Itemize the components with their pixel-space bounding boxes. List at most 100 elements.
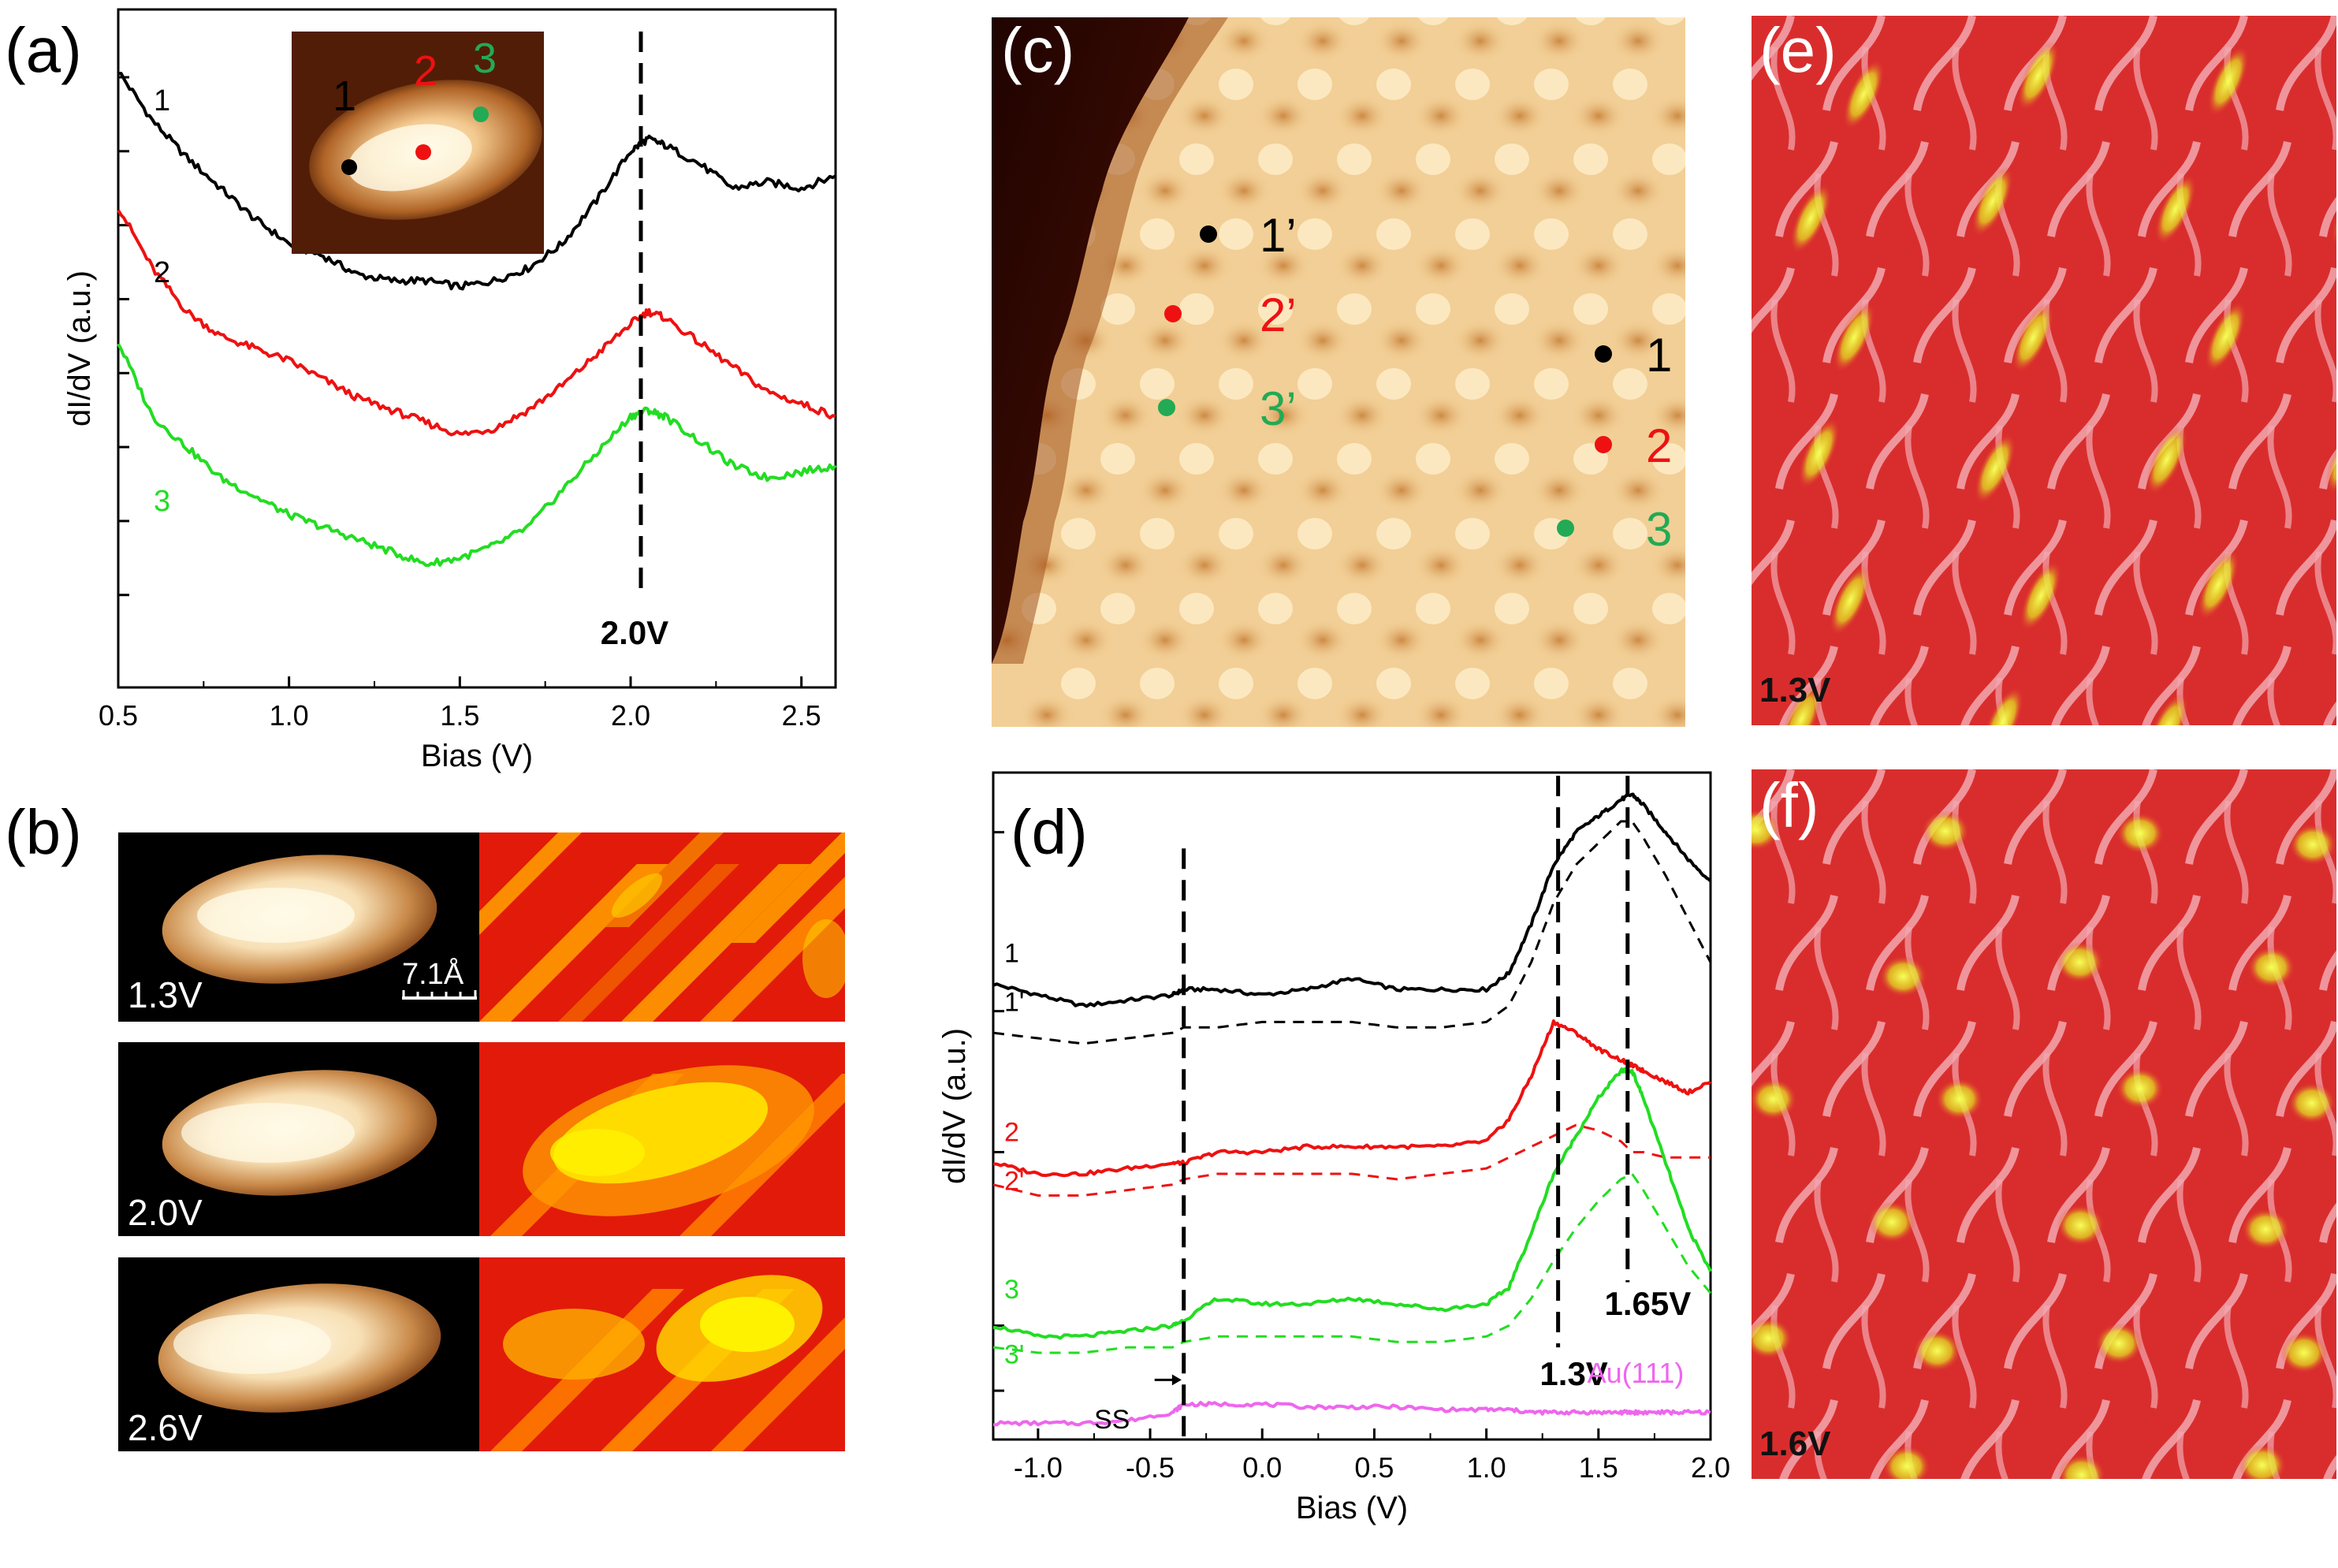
bias-label-row1: 1.3V [128,974,203,1015]
lattice-dimple [1296,20,1350,61]
lattice-dimple [1611,470,1665,511]
network-strand [2133,47,2158,151]
bright-streak [2207,46,2249,117]
lattice-bright-spot [1573,593,1608,624]
lattice-dimple [1178,395,1231,436]
network-strand [2004,1272,2067,1369]
map-2-0v [479,1042,845,1236]
lattice-dimple [1296,170,1350,211]
x-axis-label: Bias (V) [421,739,533,773]
lattice-bright-spot [1376,668,1411,699]
curve-label-1: 1 [154,84,170,117]
lattice-dimple [1454,20,1507,61]
lattice-dimple [1217,620,1271,661]
network-strand [2094,16,2157,111]
network-strand [2004,519,2067,616]
network-strand [2276,769,2336,865]
bright-spot [1752,1317,1793,1359]
network-strand [1913,1020,1976,1117]
lattice-dimple [1375,320,1428,361]
network-strand [1913,266,1976,363]
inset-label-3: 3 [473,35,497,82]
inset-label-1: 1 [333,73,356,120]
lattice-dimple [1572,95,1625,136]
x-tick-label: 2.5 [782,699,821,732]
network-strand [1870,1399,1929,1479]
lattice-bright-spot [1100,593,1135,624]
x-tick-label: -1.0 [1014,1451,1063,1484]
network-strand [2276,16,2336,111]
topography-2-6v: 2.6V [118,1257,479,1451]
network-strand [2185,1272,2248,1369]
lattice-dimple [1020,695,1074,727]
c-dot-2prime [1164,305,1182,322]
lattice-dimple [1414,695,1468,727]
lattice-dimple [1572,395,1625,436]
c-label-3: 3 [1646,503,1672,556]
bright-spot [1882,1446,1930,1479]
lattice-bright-spot [1534,368,1569,400]
network-strand [1952,1305,1977,1409]
series-line-2-prime [992,1123,1711,1197]
network-strand [1775,393,1838,490]
bright-streak [2146,424,2187,495]
bright-streak [1790,183,1832,254]
lattice-dimple [1651,695,1685,727]
bright-spot [1913,1330,1961,1372]
lattice-bright-spot [1140,668,1175,699]
network-strand [1866,393,1929,490]
lattice-dimple [1611,170,1665,211]
network-strand [2086,677,2099,725]
lattice-bright-spot [1297,368,1332,400]
network-strand [1822,1020,1886,1117]
lattice-dimple [1454,170,1507,211]
bright-streak [1834,302,1875,373]
network-strand [2042,1305,2068,1409]
network-strand [2004,769,2067,865]
lattice-dimple [1532,20,1586,61]
lattice-dimple [1572,695,1625,727]
network-strand [1904,1179,1930,1283]
network-strand [2047,894,2110,991]
lattice-bright-spot [1297,518,1332,549]
lattice-dimple [1256,545,1310,586]
network-strand [2004,1020,2067,1117]
series-line-1-prime [992,820,1712,1045]
lattice-bright-spot [1258,143,1293,175]
x-tick-label: 0.5 [99,699,138,732]
lattice-bright-spot [1061,518,1096,549]
network-strand [2133,299,2158,403]
ss-arrow-head [1171,1374,1182,1386]
map-2-6v [479,1257,845,1451]
lattice-dimple [1059,620,1113,661]
panel-label-a: (a) [5,15,82,85]
lattice-bright-spot [1376,69,1411,100]
network-strand [2142,645,2201,725]
network-strand [2314,47,2336,151]
curve-label-2: 2 [154,256,170,289]
lattice-bright-spot [1297,218,1332,250]
lattice-bright-spot [1613,668,1647,699]
lattice-dimple [1217,470,1271,511]
lattice-bright-spot [1455,368,1490,400]
bright-spot [2247,947,2295,989]
network-strand [2086,1431,2099,1479]
network-strand [2276,519,2336,616]
lattice-bright-spot [1534,218,1569,250]
network-strand [1775,1146,1838,1243]
d-curve-label-2: 2 [1004,1118,1019,1148]
lattice-bright-spot [1613,368,1647,400]
chart-d: -1.0 -0.5 0.0 0.5 1.0 1.5 2.0 Bias (V) dI/dV (a.… [937,771,1730,1525]
network-strand [2319,1202,2336,1243]
bias-label-row2: 2.0V [128,1192,203,1233]
bright-spot [2056,941,2104,983]
lattice-dimple [1256,95,1310,136]
network-strand [2228,393,2291,490]
network-strand [1952,299,1977,403]
lattice-bright-spot [1495,443,1529,475]
lattice-bright-spot [1613,518,1647,549]
lattice-bright-spot [1455,518,1490,549]
network-strand [1814,1179,1839,1283]
series-line-3-prime [992,1172,1712,1354]
bright-streak [1830,565,1871,635]
